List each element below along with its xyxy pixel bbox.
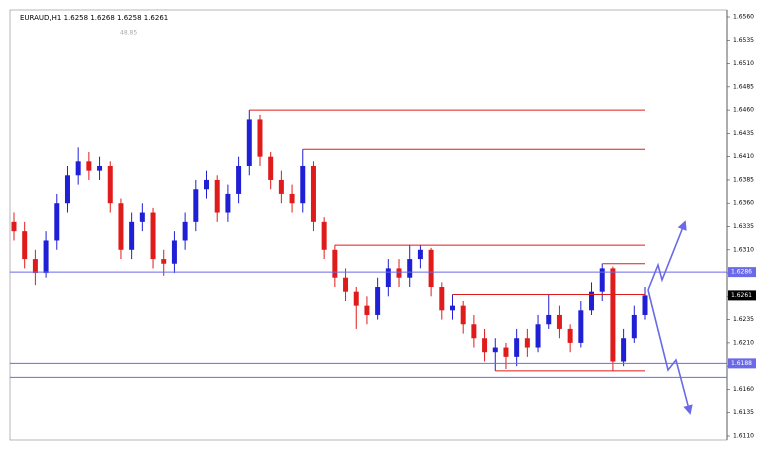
candle-body — [343, 277, 349, 292]
candle-body — [107, 165, 113, 204]
candle-body — [428, 249, 434, 288]
candle-body — [139, 212, 145, 222]
price-label-bg — [728, 358, 756, 369]
candle-body — [268, 156, 274, 180]
y-tick-label: 1.6460 — [733, 107, 754, 114]
y-tick-label: 1.6210 — [733, 339, 754, 346]
candle-body — [64, 175, 70, 204]
plot-frame — [9, 9, 728, 441]
candle-body — [460, 305, 466, 325]
candle-body — [589, 291, 595, 311]
candle-body — [567, 328, 573, 343]
last-price-label: 1.6261 — [731, 292, 752, 299]
chart-title: EURAUD,H1 1.6258 1.6268 1.6258 1.6261 — [20, 14, 168, 22]
candle-body — [385, 268, 391, 288]
candle-body — [514, 338, 520, 357]
candle-body — [524, 338, 530, 348]
candle-body — [171, 240, 177, 264]
candle-body — [310, 165, 316, 222]
candle-body — [193, 189, 199, 222]
y-tick-label: 1.6410 — [733, 153, 754, 160]
candle-body — [332, 249, 338, 278]
candle-body — [300, 165, 306, 204]
chart-subtitle: 48.85 — [120, 30, 137, 37]
candle-body — [642, 295, 648, 315]
candle-body — [225, 193, 231, 213]
candle-body — [621, 338, 627, 362]
candle-body — [246, 119, 252, 166]
candle-body — [289, 193, 295, 204]
y-tick-label: 1.6110 — [733, 433, 754, 440]
candle-body — [75, 161, 81, 176]
candle-body — [546, 314, 552, 325]
candle-body — [503, 347, 509, 357]
candle-body — [32, 259, 38, 274]
y-tick-label: 1.6560 — [733, 14, 754, 21]
candle-body — [375, 287, 381, 315]
y-tick-label: 1.6385 — [733, 176, 754, 183]
candle-body — [449, 305, 455, 311]
candle-body — [396, 268, 402, 278]
y-tick-label: 1.6335 — [733, 223, 754, 230]
candle-body — [214, 179, 220, 213]
candle-body — [471, 324, 477, 339]
candle-body — [257, 119, 263, 157]
last-price-bg — [728, 290, 756, 301]
price-label-bg — [728, 267, 756, 278]
y-tick-label: 1.6535 — [733, 37, 754, 44]
candle-body — [482, 338, 488, 353]
candle-body — [578, 310, 584, 343]
candle-body — [43, 240, 49, 274]
y-tick-label: 1.6160 — [733, 386, 754, 393]
candle-body — [599, 268, 605, 292]
candle-body — [407, 259, 413, 278]
candle-body — [236, 165, 242, 194]
candle-body — [364, 305, 370, 315]
candle-body — [631, 314, 637, 339]
candle-body — [22, 231, 28, 260]
forecast-arrow-up — [647, 220, 687, 291]
y-tick-label: 1.6435 — [733, 130, 754, 137]
candle-body — [161, 259, 167, 264]
y-tick-label: 1.6485 — [733, 83, 754, 90]
candle-body — [278, 179, 284, 194]
candle-body — [54, 203, 60, 241]
candle-body — [321, 221, 327, 250]
plot: 1.61101.61351.61601.61851.62101.62351.62… — [10, 10, 756, 440]
y-tick-label: 1.6510 — [733, 60, 754, 67]
candle-body — [182, 221, 188, 241]
candle-body — [11, 221, 17, 232]
candle-body — [439, 287, 445, 311]
candle-body — [86, 161, 92, 171]
y-tick-label: 1.6135 — [733, 409, 754, 416]
candle-body — [97, 165, 103, 171]
candle-body — [150, 212, 156, 260]
candle-body — [610, 268, 616, 362]
price-label: 1.6188 — [731, 360, 752, 367]
candle-body — [535, 324, 541, 348]
candle-body — [118, 203, 124, 250]
candle-body — [492, 347, 498, 353]
y-tick-label: 1.6360 — [733, 200, 754, 207]
candle-body — [204, 179, 210, 190]
candle-body — [417, 249, 423, 260]
candle-body — [129, 221, 135, 250]
y-tick-label: 1.6235 — [733, 316, 754, 323]
price-label: 1.6286 — [731, 269, 752, 276]
candle-body — [353, 291, 359, 306]
forecast-arrow-down — [647, 289, 693, 415]
y-tick-label: 1.6310 — [733, 246, 754, 253]
candle-body — [556, 314, 562, 329]
